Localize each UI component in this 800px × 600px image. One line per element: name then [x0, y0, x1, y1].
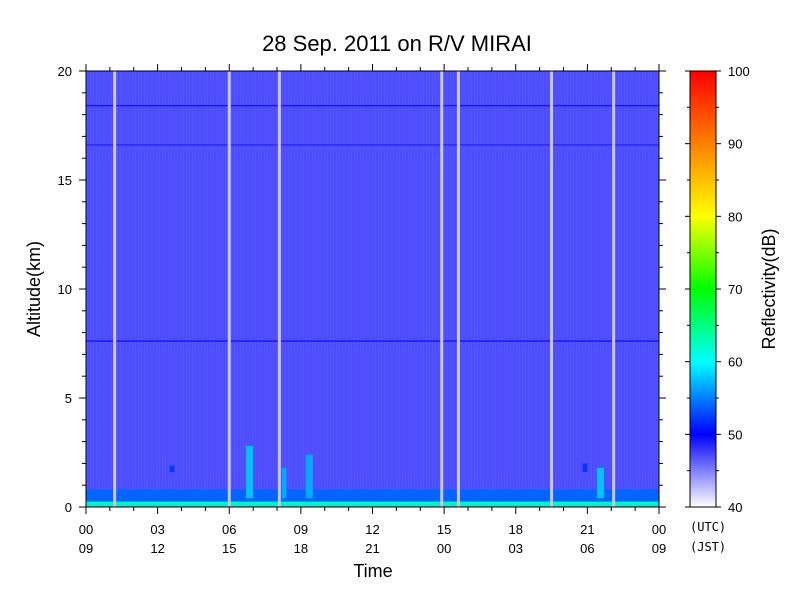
- colorbar-tick-label: 50: [728, 427, 742, 442]
- colorbar-tick-label: 60: [728, 355, 742, 370]
- data-gap: [550, 71, 554, 507]
- x-tick-label-utc: 06: [222, 522, 236, 537]
- plot-area: [86, 71, 659, 507]
- x-tick-label-utc: 12: [365, 522, 379, 537]
- colorbar: 40 50 60 70 80 90 100: [685, 64, 750, 515]
- horizontal-band: [86, 144, 659, 146]
- echo-feature: [305, 454, 313, 499]
- x-tick-label-jst: 12: [150, 541, 164, 556]
- echo-feature: [281, 467, 287, 499]
- echo-feature: [245, 445, 254, 499]
- x-tick-label-utc: 09: [294, 522, 308, 537]
- y-tick-label: 5: [65, 391, 72, 406]
- data-gap: [227, 71, 231, 507]
- x-tick-label-utc: 18: [509, 522, 523, 537]
- data-gap: [440, 71, 444, 507]
- data-gap: [277, 71, 281, 507]
- horizontal-band: [86, 340, 659, 342]
- jst-label: (JST): [690, 540, 726, 554]
- x-tick-label-utc: 03: [150, 522, 164, 537]
- x-tick-label-jst: 06: [580, 541, 594, 556]
- colorbar-tick-label: 80: [728, 209, 742, 224]
- x-tick-label-utc: 15: [437, 522, 451, 537]
- chart-title: 28 Sep. 2011 on R/V MIRAI: [262, 31, 532, 56]
- colorbar-tick-label: 100: [728, 64, 750, 79]
- echo-feature: [86, 501, 659, 507]
- colorbar-tick-label: 40: [728, 500, 742, 515]
- data-gap: [456, 71, 460, 507]
- x-tick-label-jst: 15: [222, 541, 236, 556]
- y-tick-label: 15: [58, 173, 72, 188]
- y-tick-label: 0: [65, 500, 72, 515]
- colorbar-scale: [689, 70, 717, 508]
- axes: 00 09 03 12 06 15 09 18 12 21 15 00 18 03 21 06 00 09 0 5 10…: [58, 64, 666, 556]
- colorbar-tick-label: 70: [728, 282, 742, 297]
- texture-streaks: [86, 71, 659, 507]
- echo-feature: [596, 467, 605, 499]
- echo-feature: [582, 463, 588, 473]
- x-axis-title: Time: [353, 561, 392, 581]
- x-tick-label-jst: 03: [509, 541, 523, 556]
- x-tick-label-utc: 00: [652, 522, 666, 537]
- x-tick-label-jst: 09: [79, 541, 93, 556]
- x-tick-label-jst: 09: [652, 541, 666, 556]
- x-tick-label-jst: 21: [365, 541, 379, 556]
- data-gap: [113, 71, 117, 507]
- x-tick-label-jst: 18: [294, 541, 308, 556]
- horizontal-band: [86, 104, 659, 107]
- x-tick-label-utc: 00: [79, 522, 93, 537]
- y-tick-label: 20: [58, 64, 72, 79]
- x-tick-label-jst: 00: [437, 541, 451, 556]
- data-gap: [612, 71, 616, 507]
- utc-label: (UTC): [690, 520, 726, 534]
- colorbar-tick-label: 90: [728, 137, 742, 152]
- echo-feature: [169, 465, 175, 473]
- y-tick-label: 10: [58, 282, 72, 297]
- colorbar-title: Reflectivity(dB): [759, 228, 779, 349]
- y-axis-title: Altitude(km): [24, 241, 44, 337]
- x-tick-label-utc: 21: [580, 522, 594, 537]
